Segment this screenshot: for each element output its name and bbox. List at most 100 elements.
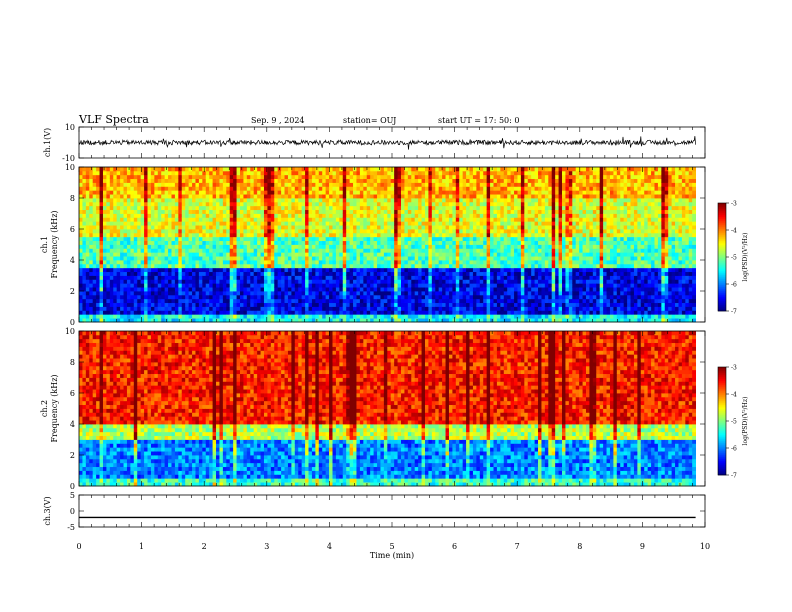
- spectrogram-cell: [233, 267, 237, 273]
- spectrogram-cell: [305, 198, 309, 203]
- spectrogram-cell: [96, 244, 100, 249]
- spectrogram-cell: [168, 267, 172, 273]
- spectrogram-cell: [394, 256, 398, 261]
- spectrogram-cell: [147, 232, 152, 238]
- spectrogram-cell: [315, 213, 320, 218]
- spectrogram-cell: [171, 201, 176, 207]
- spectrogram-cell: [394, 221, 398, 226]
- spectrogram-cell: [205, 209, 210, 214]
- spectrogram-cell: [250, 244, 255, 249]
- spectrogram-cell: [250, 283, 255, 288]
- spectrogram-cell: [435, 279, 440, 284]
- spectrogram-cell: [219, 291, 224, 296]
- spectrogram-cell: [500, 310, 505, 315]
- spectrogram-cell: [483, 256, 488, 261]
- date-label: Sep. 9 , 2024: [251, 116, 305, 125]
- spectrogram-cell: [329, 174, 333, 180]
- spectrogram-cell: [257, 205, 261, 211]
- spectrogram-cell: [226, 174, 231, 180]
- spectrogram-cell: [479, 275, 484, 280]
- spectrogram-cell: [356, 267, 361, 273]
- spectrogram-cell: [219, 318, 224, 323]
- spectrogram-cell: [161, 221, 166, 226]
- spectrogram-cell: [157, 318, 162, 323]
- spectrogram-cell: [274, 298, 279, 304]
- spectrogram-cell: [257, 252, 261, 257]
- spectrogram-cell: [116, 291, 121, 296]
- spectrogram-cell: [240, 287, 244, 292]
- spectrogram-cell: [150, 298, 155, 304]
- spectrogram-cell: [185, 174, 190, 180]
- spectrogram-cell: [349, 229, 354, 234]
- spectrogram-cell: [428, 182, 433, 187]
- spectrogram-cell: [253, 190, 258, 195]
- spectrogram-cell: [82, 283, 87, 288]
- spectrogram-cell: [493, 182, 498, 187]
- spectrogram-cell: [85, 267, 90, 273]
- spectrogram-cell: [373, 260, 378, 265]
- spectrogram-cell: [89, 283, 94, 288]
- spectrogram-cell: [407, 318, 412, 323]
- spectrogram-cell: [287, 229, 292, 234]
- spectrogram-cell: [380, 302, 385, 307]
- spectrogram-cell: [178, 232, 183, 238]
- spectrogram-cell: [342, 221, 347, 226]
- spectrogram-cell: [147, 267, 152, 273]
- spectrogram-cell: [424, 225, 429, 230]
- spectrogram-cell: [116, 287, 121, 292]
- spectrogram-cell: [421, 318, 426, 323]
- spectrogram-cell: [171, 314, 176, 319]
- spectrogram-cell: [192, 248, 196, 253]
- spectrogram-cell: [325, 229, 330, 234]
- spectrogram-cell: [243, 287, 248, 292]
- spectrogram-cell: [113, 201, 118, 207]
- spectrogram-cell: [342, 298, 347, 304]
- spectrogram-cell: [164, 306, 169, 311]
- spectrogram-cell: [109, 260, 114, 265]
- spectrogram-cell: [281, 271, 285, 276]
- spectrogram-cell: [411, 182, 416, 187]
- spectrogram-cell: [92, 240, 97, 245]
- spectrogram-cell: [150, 271, 155, 276]
- spectrogram-cell: [133, 217, 138, 222]
- spectrogram-cell: [130, 167, 135, 172]
- spectrogram-cell: [363, 213, 368, 218]
- spectrogram-cell: [452, 213, 457, 218]
- spectrogram-cell: [284, 318, 289, 323]
- spectrogram-cell: [394, 240, 398, 245]
- spectrogram-cell: [85, 318, 90, 323]
- spectrogram-cell: [476, 174, 481, 180]
- spectrogram-cell: [233, 167, 237, 172]
- spectrogram-cell: [79, 221, 83, 226]
- spectrogram-cell: [222, 225, 227, 230]
- spectrogram-cell: [287, 252, 292, 257]
- spectrogram-cell: [380, 287, 385, 292]
- spectrogram-cell: [157, 256, 162, 261]
- spectrogram-cell: [346, 232, 351, 238]
- spectrogram-cell: [322, 294, 327, 300]
- spectrogram-cell: [140, 279, 145, 284]
- spectrogram-cell: [240, 244, 244, 249]
- spectrogram-cell: [349, 252, 354, 257]
- spectrogram-cell: [137, 182, 142, 187]
- spectrogram-cell: [414, 182, 419, 187]
- spectrogram-cell: [311, 229, 316, 234]
- spectrogram-cell: [85, 275, 90, 280]
- spectrogram-cell: [140, 244, 145, 249]
- spectrogram-cell: [486, 205, 491, 211]
- spectrogram-cell: [263, 256, 268, 261]
- spectrogram-cell: [431, 213, 436, 218]
- spectrogram-cell: [394, 213, 398, 218]
- spectrogram-cell: [116, 194, 121, 199]
- spectrogram-cell: [404, 213, 409, 218]
- spectrogram-cell: [209, 198, 213, 203]
- spectrogram-cell: [168, 209, 172, 214]
- spectrogram-cell: [253, 240, 258, 245]
- spectrogram-cell: [85, 190, 90, 195]
- spectrogram-cell: [404, 302, 409, 307]
- spectrogram-cell: [424, 201, 429, 207]
- spectrogram-cell: [418, 310, 422, 315]
- spectrogram-cell: [442, 209, 446, 214]
- spectrogram-cell: [404, 236, 409, 242]
- spectrogram-cell: [442, 310, 446, 315]
